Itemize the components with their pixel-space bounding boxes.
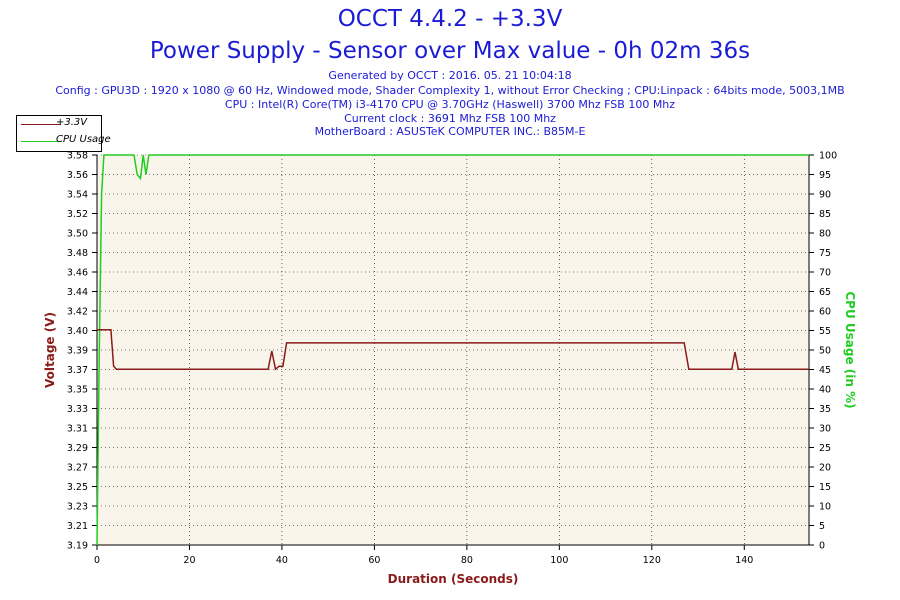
y-tick-label: 3.27 [67, 463, 88, 474]
y2-tick-label: 100 [819, 151, 837, 162]
y2-tick-label: 65 [819, 287, 831, 298]
legend-item-cpu: CPU Usage [17, 133, 111, 149]
y-tick-label: 3.56 [67, 170, 88, 181]
config-info: Config : GPU3D : 1920 x 1080 @ 60 Hz, Wi… [55, 84, 845, 97]
y-tick-label: 3.21 [67, 521, 88, 532]
legend: +3.3V CPU Usage [16, 115, 111, 152]
series-line-voltage [97, 329, 809, 371]
y-tick-label: 3.29 [67, 443, 88, 454]
y2-tick-label: 70 [819, 268, 831, 279]
y2-tick-label: 45 [819, 365, 831, 376]
generated-info: Generated by OCCT : 2016. 05. 21 10:04:1… [328, 69, 572, 82]
x-axis-title: Duration (Seconds) [388, 572, 519, 586]
y2-tick-label: 0 [819, 541, 825, 552]
legend-label-cpu: CPU Usage [56, 134, 111, 145]
y2-tick-label: 80 [819, 229, 831, 240]
y2-tick-label: 40 [819, 385, 831, 396]
y-tick-label: 3.39 [67, 346, 88, 357]
clock-info: Current clock : 3691 Mhz FSB 100 Mhz [344, 112, 556, 125]
y-tick-label: 3.50 [67, 229, 88, 240]
chart-subtitle: Power Supply - Sensor over Max value - 0… [149, 38, 751, 64]
legend-line-cpu [21, 141, 61, 142]
y2-tick-label: 95 [819, 170, 831, 181]
x-tick-label: 80 [461, 555, 473, 566]
cpu-info: CPU : Intel(R) Core(TM) i3-4170 CPU @ 3.… [224, 98, 676, 111]
y2-tick-label: 55 [819, 326, 831, 337]
y2-tick-label: 10 [819, 502, 831, 513]
y-tick-label: 3.44 [67, 287, 88, 298]
y-tick-label: 3.54 [67, 190, 88, 201]
x-tick-label: 20 [183, 555, 195, 566]
y-tick-label: 3.31 [67, 424, 88, 435]
y2-tick-label: 20 [819, 463, 831, 474]
y-tick-label: 3.42 [67, 307, 88, 318]
chart-title: OCCT 4.4.2 - +3.3V [337, 6, 563, 32]
y2-axis-title: CPU Usage (in %) [843, 291, 857, 408]
legend-label-voltage: +3.3V [56, 117, 88, 128]
x-tick-label: 140 [735, 555, 753, 566]
legend-line-voltage [21, 124, 61, 125]
y-tick-label: 3.35 [67, 385, 88, 396]
x-tick-label: 100 [550, 555, 568, 566]
y-tick-label: 3.58 [67, 151, 88, 162]
y2-tick-label: 25 [819, 443, 831, 454]
x-tick-label: 120 [643, 555, 661, 566]
series-line-cpu-usage [96, 154, 809, 546]
y2-tick-label: 30 [819, 424, 831, 435]
y-tick-label: 3.40 [67, 326, 88, 337]
y2-tick-label: 85 [819, 209, 831, 220]
y-tick-label: 3.19 [67, 541, 88, 552]
x-tick-label: 40 [276, 555, 288, 566]
y2-tick-label: 60 [819, 307, 831, 318]
y-tick-label: 3.23 [67, 502, 88, 513]
y2-tick-label: 5 [819, 521, 825, 532]
x-tick-label: 60 [368, 555, 380, 566]
y-tick-label: 3.25 [67, 482, 88, 493]
y-axis-title: Voltage (V) [43, 312, 57, 388]
y2-tick-label: 35 [819, 404, 831, 415]
y-tick-label: 3.33 [67, 404, 88, 415]
y-tick-label: 3.52 [67, 209, 88, 220]
legend-item-voltage: +3.3V [17, 116, 101, 132]
x-tick-label: 0 [94, 555, 100, 566]
y-tick-label: 3.48 [67, 248, 88, 259]
y2-tick-label: 75 [819, 248, 831, 259]
motherboard-info: MotherBoard : ASUSTeK COMPUTER INC.: B85… [314, 125, 586, 138]
y-tick-label: 3.37 [67, 365, 88, 376]
y2-tick-label: 90 [819, 190, 831, 201]
y-tick-label: 3.46 [67, 268, 88, 279]
y2-tick-label: 15 [819, 482, 831, 493]
y2-tick-label: 50 [819, 346, 831, 357]
